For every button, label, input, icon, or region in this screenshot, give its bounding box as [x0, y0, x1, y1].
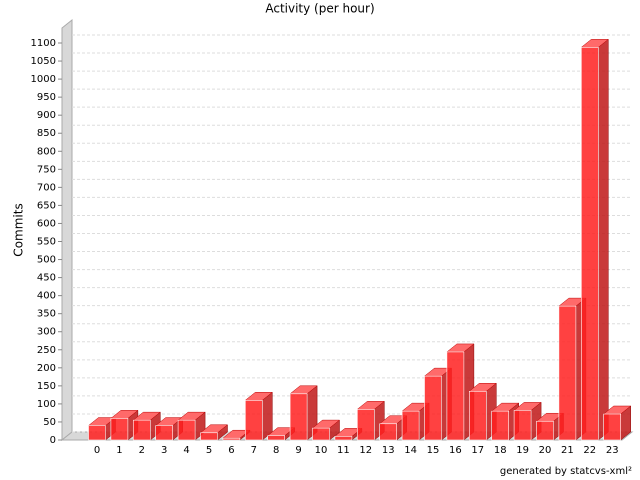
- left-wall: [61, 18, 73, 442]
- x-tick-label: 13: [382, 445, 395, 456]
- y-tick-label: 500: [37, 255, 56, 266]
- y-tick-label: 1100: [31, 38, 56, 49]
- bar: [334, 436, 353, 441]
- y-axis-label: Commits: [12, 203, 26, 256]
- bar: [536, 420, 554, 441]
- bar: [446, 351, 465, 441]
- y-tick-label: 850: [37, 128, 56, 139]
- chart-title: Activity (per hour): [265, 2, 374, 16]
- bar: [88, 425, 106, 441]
- footer: generated by statcvs-xml²: [500, 466, 632, 477]
- x-tick-label: 7: [251, 445, 257, 456]
- y-tick-label: 350: [37, 309, 56, 320]
- bar-side: [598, 38, 609, 441]
- bar: [289, 393, 308, 441]
- bar: [155, 425, 173, 441]
- y-tick-label: 100: [37, 399, 56, 410]
- y-tick-label: 750: [37, 164, 56, 175]
- x-tick-label: 11: [337, 445, 350, 456]
- x-tick-label: 20: [539, 445, 552, 456]
- bar: [603, 413, 622, 441]
- y-tick-label: 250: [37, 345, 56, 356]
- x-tick-label: 16: [449, 445, 462, 456]
- x-tick-label: 9: [295, 445, 301, 456]
- bar: [267, 435, 286, 441]
- y-tick-label: 50: [43, 417, 56, 428]
- bar: [222, 437, 241, 441]
- y-tick-label: 800: [37, 146, 56, 157]
- bar: [468, 390, 487, 441]
- y-tick-label: 400: [37, 291, 56, 302]
- x-tick-label: 5: [206, 445, 212, 456]
- x-tick-label: 23: [606, 445, 619, 456]
- bar: [245, 399, 263, 441]
- y-tick-label: 600: [37, 218, 56, 229]
- bar: [379, 423, 398, 441]
- x-tick-label: 1: [116, 445, 122, 456]
- x-tick-label: 8: [273, 445, 279, 456]
- y-tick-label: 1000: [31, 74, 56, 85]
- bar: [133, 419, 151, 441]
- x-tick-label: 15: [427, 445, 440, 456]
- bar: [200, 432, 218, 441]
- y-tick-label: 550: [37, 237, 56, 248]
- y-tick-label: 0: [50, 435, 56, 446]
- bar: [580, 47, 599, 441]
- x-tick-label: 12: [359, 445, 372, 456]
- y-tick-label: 650: [37, 200, 56, 211]
- x-tick-label: 19: [516, 445, 529, 456]
- x-tick-label: 17: [471, 445, 484, 456]
- bar: [558, 305, 577, 441]
- bar: [513, 410, 532, 441]
- x-tick-label: 4: [183, 445, 189, 456]
- y-tick-label: 1050: [31, 56, 56, 67]
- x-tick-label: 22: [583, 445, 596, 456]
- y-tick-label: 150: [37, 381, 56, 392]
- bar-side: [262, 391, 273, 441]
- y-tick-label: 900: [37, 110, 56, 121]
- x-tick-label: 0: [94, 445, 100, 456]
- y-tick-label: 450: [37, 273, 56, 284]
- bar: [401, 410, 420, 441]
- y-tick-label: 950: [37, 92, 56, 103]
- y-tick-label: 700: [37, 182, 56, 193]
- x-tick-label: 18: [494, 445, 507, 456]
- bar: [110, 418, 129, 441]
- bar: [356, 409, 375, 441]
- x-tick-label: 10: [315, 445, 328, 456]
- x-tick-label: 14: [404, 445, 417, 456]
- bar: [424, 375, 442, 441]
- bar: [177, 419, 196, 441]
- bar: [312, 427, 330, 441]
- y-tick-label: 200: [37, 363, 56, 374]
- x-tick-label: 21: [561, 445, 574, 456]
- x-tick-label: 3: [161, 445, 167, 456]
- y-tick-label: 300: [37, 327, 56, 338]
- x-tick-label: 2: [139, 445, 145, 456]
- x-tick-label: 6: [228, 445, 234, 456]
- bar: [491, 410, 510, 441]
